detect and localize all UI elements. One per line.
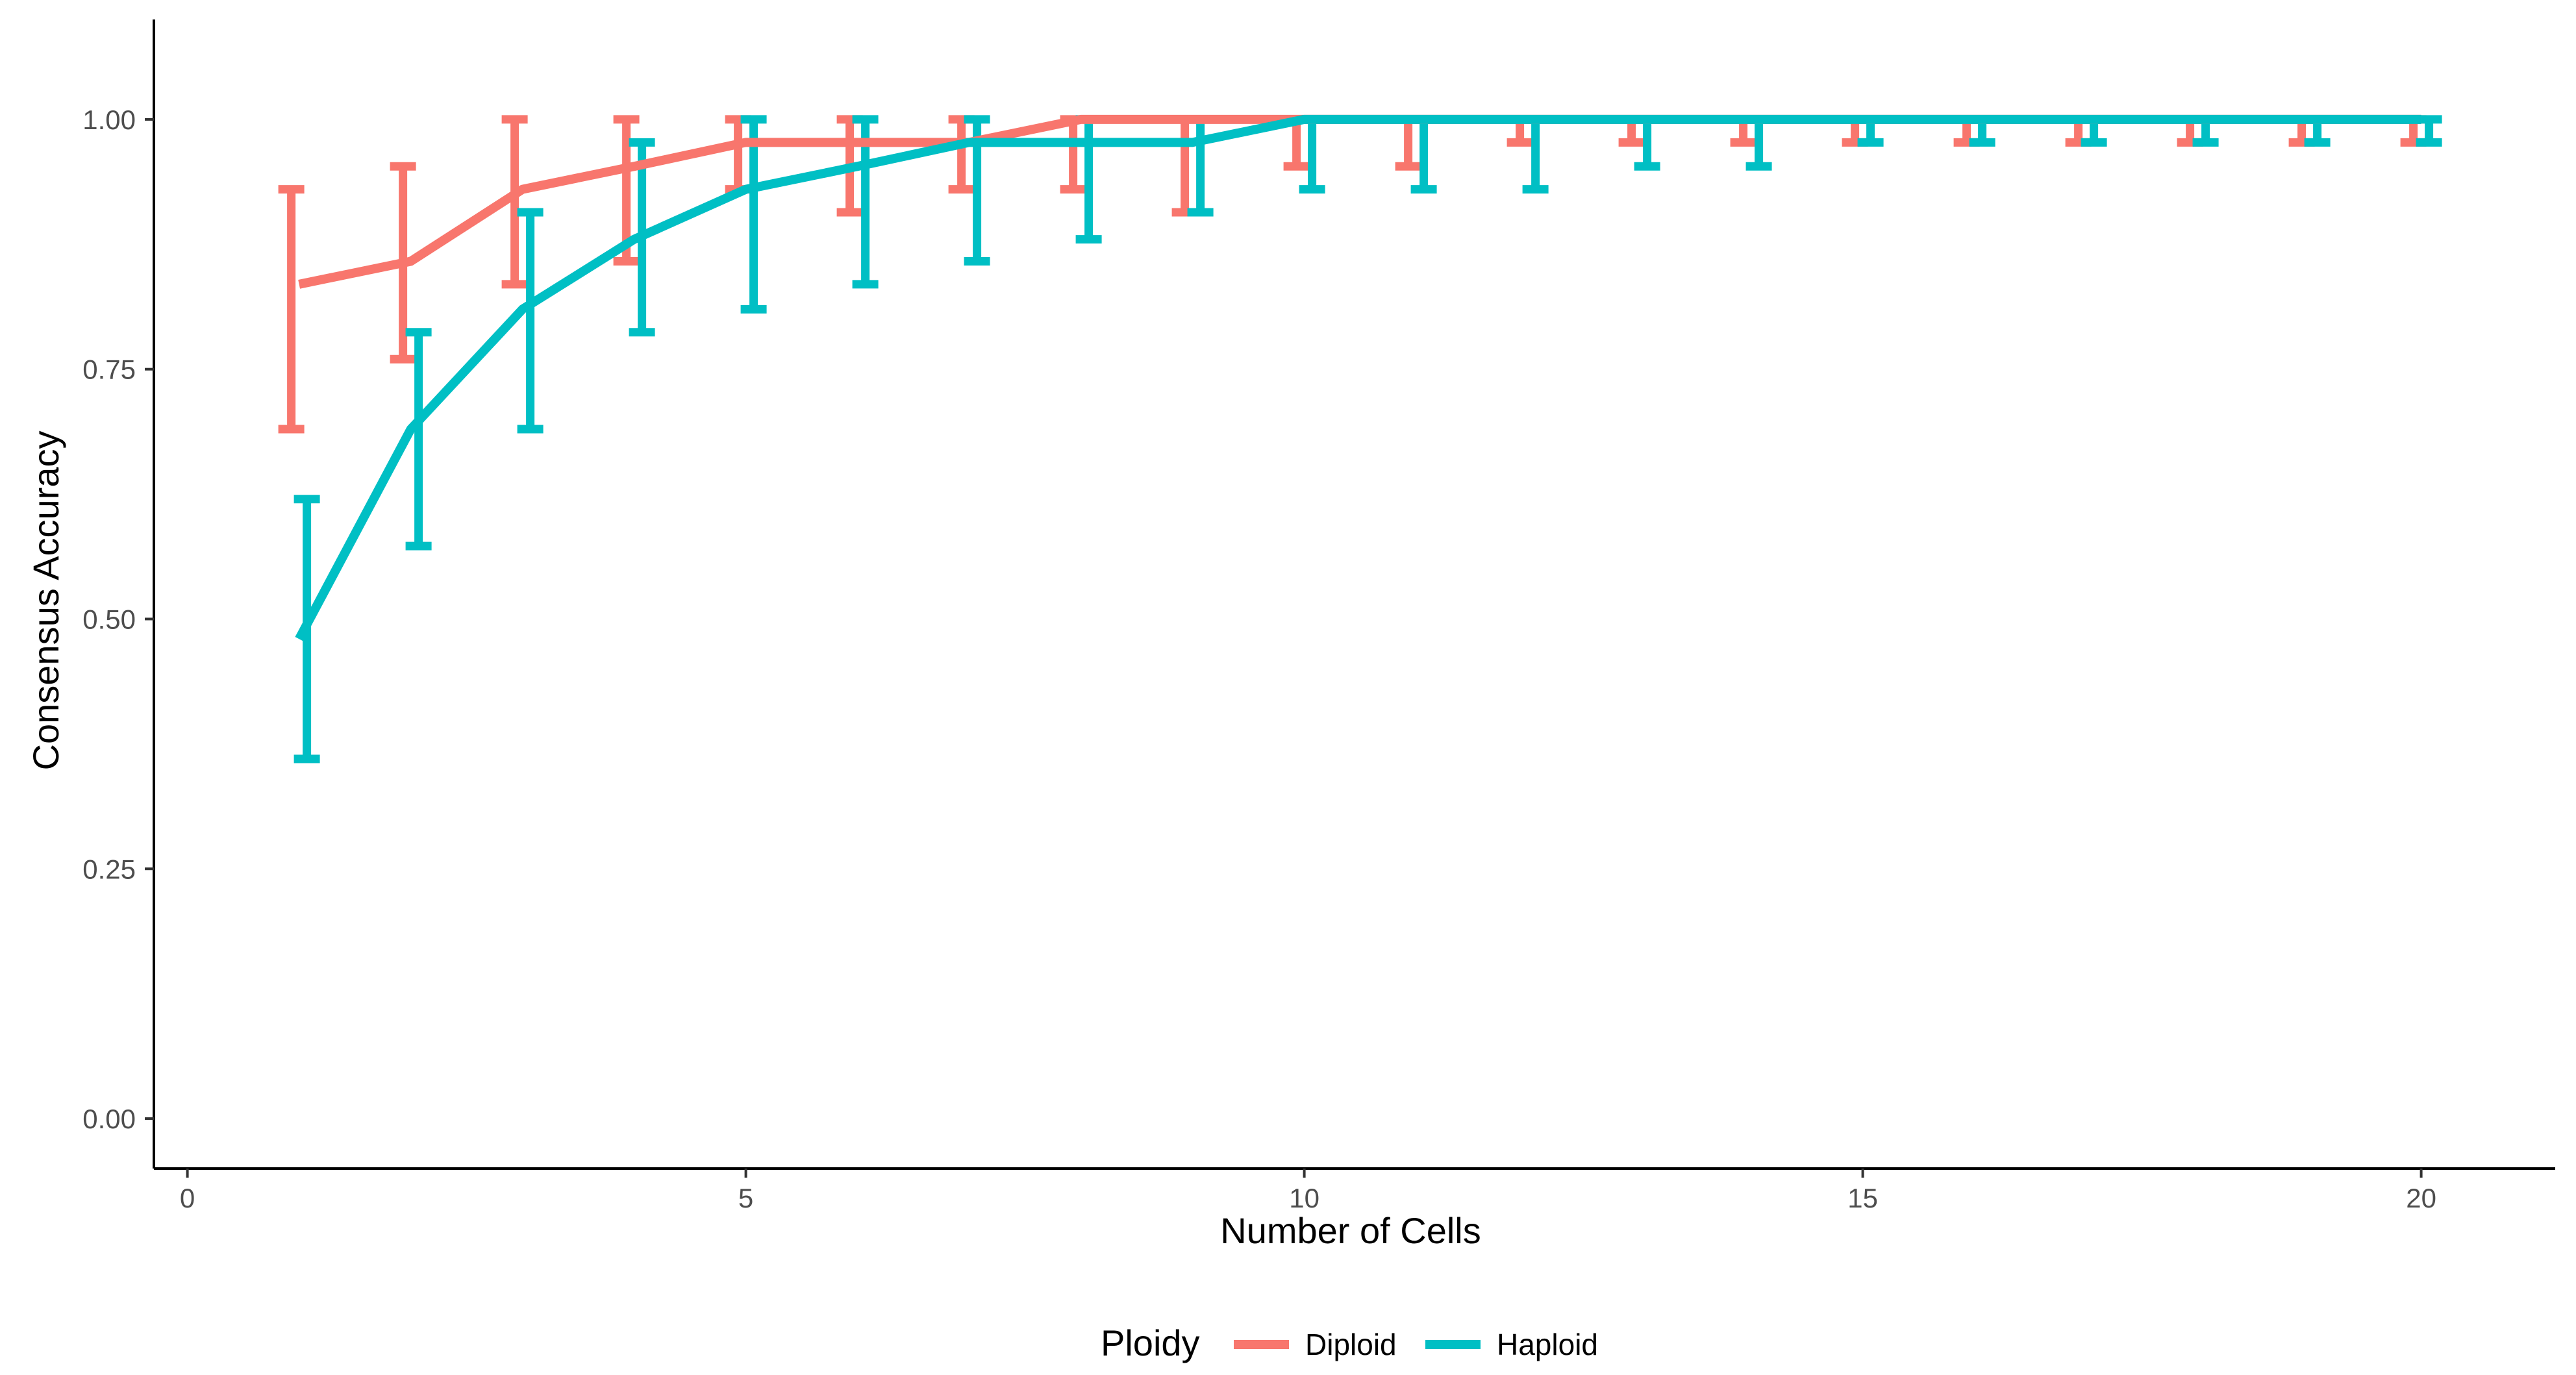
haploid-series-line [295,114,2421,641]
x-axis-title: Number of Cells [1220,1210,1481,1251]
x-axis-ticks: 0 5 10 15 20 [180,1169,2436,1213]
y-tick-label: 0.25 [82,854,136,884]
haploid-error-bar [1187,115,1214,217]
x-tick-label: 10 [1289,1183,1319,1213]
legend-title: Ploidy [1101,1322,1200,1363]
haploid-error-bar [517,208,544,434]
y-tick-label: 1.00 [82,105,136,135]
haploid-error-bar [1522,115,1549,194]
diploid-error-bar [613,115,640,266]
x-tick-label: 15 [1847,1183,1878,1213]
legend-items: Diploid Haploid [1234,1328,1598,1361]
diploid-error-bars [278,115,2427,434]
y-tick-label: 0.50 [82,604,136,634]
haploid-error-bars [294,115,2442,763]
error-bars [278,115,2442,763]
diploid-error-bar [1060,115,1086,194]
legend-label-haploid: Haploid [1497,1328,1598,1361]
haploid-error-bar [405,328,432,551]
haploid-error-bar [1299,115,1325,194]
diploid-error-bar [948,115,975,194]
diploid-error-bar [501,115,528,289]
x-tick-label: 20 [2406,1183,2436,1213]
y-tick-label: 0.75 [82,354,136,385]
x-tick-label: 5 [738,1183,753,1213]
legend-item-haploid: Haploid [1425,1328,1598,1361]
diploid-error-bar [278,185,305,434]
haploid-error-bar [1410,115,1437,194]
legend-item-diploid: Diploid [1234,1328,1397,1361]
diploid-error-bar [1395,115,1421,171]
y-axis-ticks: 0.00 0.25 0.50 0.75 1.00 [82,105,154,1134]
x-tick-label: 0 [180,1183,195,1213]
legend-label-diploid: Diploid [1305,1328,1397,1361]
diploid-error-bar [1171,115,1198,217]
diploid-error-bar [725,115,751,194]
legend: Ploidy Diploid Haploid [1101,1322,1598,1363]
y-axis-title: Consensus Accuracy [25,431,66,771]
y-tick-label: 0.00 [82,1104,136,1134]
haploid-error-bar [1075,115,1102,244]
haploid-error-bar [740,115,767,314]
series-lines [295,114,2421,641]
